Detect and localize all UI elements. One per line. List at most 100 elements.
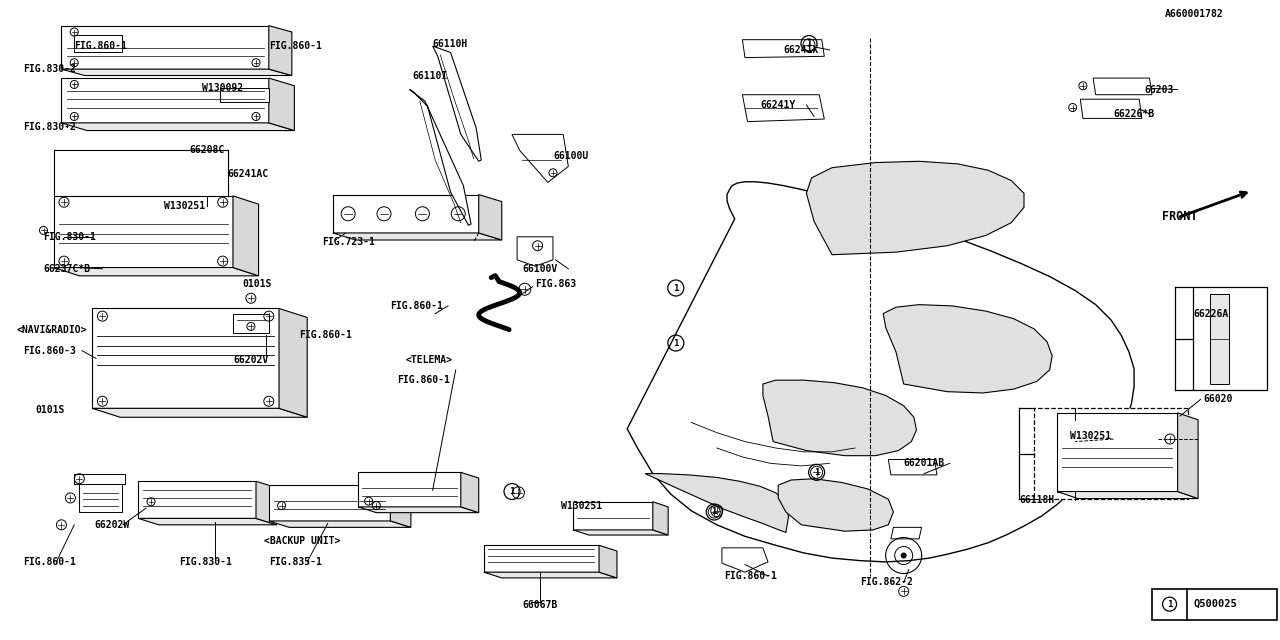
Polygon shape bbox=[333, 195, 479, 233]
Polygon shape bbox=[233, 314, 269, 333]
Text: FIG.860-1: FIG.860-1 bbox=[724, 571, 777, 581]
Polygon shape bbox=[1093, 78, 1152, 95]
Polygon shape bbox=[479, 195, 502, 240]
Polygon shape bbox=[1057, 492, 1198, 499]
Text: 66201AB: 66201AB bbox=[904, 458, 945, 468]
Text: 1: 1 bbox=[673, 339, 678, 348]
Text: 66226A: 66226A bbox=[1193, 308, 1229, 319]
Polygon shape bbox=[627, 182, 1134, 562]
Text: 66100U: 66100U bbox=[553, 151, 589, 161]
Polygon shape bbox=[806, 161, 1024, 255]
Text: FIG.860-1: FIG.860-1 bbox=[74, 41, 127, 51]
Text: 66110I: 66110I bbox=[412, 70, 448, 81]
Polygon shape bbox=[92, 408, 307, 417]
Text: <NAVI&RADIO>: <NAVI&RADIO> bbox=[17, 325, 87, 335]
Polygon shape bbox=[1057, 413, 1178, 492]
Text: 66208C: 66208C bbox=[189, 145, 225, 155]
Text: 66202W: 66202W bbox=[95, 520, 131, 530]
Polygon shape bbox=[256, 481, 276, 525]
Text: W130251: W130251 bbox=[1070, 431, 1111, 442]
Text: 66202V: 66202V bbox=[233, 355, 269, 365]
Text: 66118H: 66118H bbox=[1019, 495, 1055, 506]
Polygon shape bbox=[61, 123, 294, 131]
Text: Q500025: Q500025 bbox=[1193, 599, 1238, 609]
Text: 1: 1 bbox=[814, 468, 819, 477]
Polygon shape bbox=[891, 527, 922, 539]
Bar bbox=[1034, 408, 1188, 499]
Text: FIG.860-1: FIG.860-1 bbox=[300, 330, 352, 340]
Text: 0101S: 0101S bbox=[242, 279, 271, 289]
Polygon shape bbox=[333, 233, 502, 240]
Text: 66241X: 66241X bbox=[783, 45, 819, 55]
Polygon shape bbox=[61, 78, 269, 123]
Text: FIG.860-3: FIG.860-3 bbox=[23, 346, 76, 356]
Polygon shape bbox=[742, 95, 824, 122]
Polygon shape bbox=[433, 46, 481, 161]
Text: 66203: 66203 bbox=[1144, 84, 1174, 95]
Text: 66100V: 66100V bbox=[522, 264, 558, 274]
Polygon shape bbox=[358, 472, 461, 507]
Text: 66020: 66020 bbox=[1203, 394, 1233, 404]
Polygon shape bbox=[138, 518, 276, 525]
Polygon shape bbox=[1210, 294, 1229, 384]
Text: FIG.830-1: FIG.830-1 bbox=[179, 557, 232, 567]
Polygon shape bbox=[138, 481, 256, 518]
Polygon shape bbox=[279, 308, 307, 417]
Circle shape bbox=[901, 552, 906, 559]
Text: W130251: W130251 bbox=[561, 500, 602, 511]
Text: FIG.723-1: FIG.723-1 bbox=[323, 237, 375, 247]
Text: 66237C*B: 66237C*B bbox=[44, 264, 91, 274]
Text: FIG.863: FIG.863 bbox=[535, 278, 576, 289]
Polygon shape bbox=[517, 237, 553, 266]
Text: FIG.860-1: FIG.860-1 bbox=[397, 375, 449, 385]
Text: W130092: W130092 bbox=[202, 83, 243, 93]
Text: 1: 1 bbox=[806, 39, 812, 48]
Text: FRONT: FRONT bbox=[1162, 210, 1198, 223]
Polygon shape bbox=[358, 507, 479, 513]
Polygon shape bbox=[233, 196, 259, 276]
Text: <BACKUP UNIT>: <BACKUP UNIT> bbox=[264, 536, 340, 546]
Polygon shape bbox=[645, 474, 788, 532]
Text: FIG.830-2: FIG.830-2 bbox=[23, 122, 76, 132]
Text: FIG.860-1: FIG.860-1 bbox=[269, 41, 321, 51]
Polygon shape bbox=[883, 305, 1052, 393]
Polygon shape bbox=[54, 196, 233, 268]
Bar bbox=[1152, 589, 1277, 620]
Polygon shape bbox=[1178, 413, 1198, 499]
Polygon shape bbox=[763, 380, 916, 456]
Polygon shape bbox=[269, 78, 294, 131]
Text: FIG.860-1: FIG.860-1 bbox=[390, 301, 443, 311]
Text: FIG.862-2: FIG.862-2 bbox=[860, 577, 913, 588]
Polygon shape bbox=[484, 545, 599, 572]
Text: FIG.860-1: FIG.860-1 bbox=[23, 557, 76, 567]
Bar bbox=[1193, 287, 1267, 390]
Text: 66241Y: 66241Y bbox=[760, 100, 796, 110]
Polygon shape bbox=[742, 40, 824, 58]
Polygon shape bbox=[722, 548, 768, 572]
Polygon shape bbox=[269, 521, 411, 527]
Polygon shape bbox=[54, 268, 259, 276]
Text: 66241AC: 66241AC bbox=[228, 169, 269, 179]
Polygon shape bbox=[61, 26, 269, 69]
Polygon shape bbox=[653, 502, 668, 535]
Text: FIG.830-2: FIG.830-2 bbox=[23, 64, 76, 74]
Text: 0101S: 0101S bbox=[36, 404, 65, 415]
Polygon shape bbox=[269, 485, 390, 521]
Polygon shape bbox=[512, 134, 568, 182]
Text: FIG.830-1: FIG.830-1 bbox=[44, 232, 96, 242]
Text: 1: 1 bbox=[673, 284, 678, 292]
Bar bbox=[220, 88, 269, 102]
Polygon shape bbox=[778, 479, 893, 531]
Polygon shape bbox=[410, 90, 471, 225]
Polygon shape bbox=[269, 26, 292, 76]
Polygon shape bbox=[79, 484, 122, 512]
Polygon shape bbox=[573, 502, 653, 530]
Text: <TELEMA>: <TELEMA> bbox=[406, 355, 453, 365]
Polygon shape bbox=[461, 472, 479, 513]
Text: 1: 1 bbox=[509, 487, 515, 496]
Polygon shape bbox=[74, 474, 125, 484]
Text: A660001782: A660001782 bbox=[1165, 9, 1224, 19]
Polygon shape bbox=[599, 545, 617, 578]
Polygon shape bbox=[1080, 99, 1142, 118]
Polygon shape bbox=[92, 308, 279, 408]
